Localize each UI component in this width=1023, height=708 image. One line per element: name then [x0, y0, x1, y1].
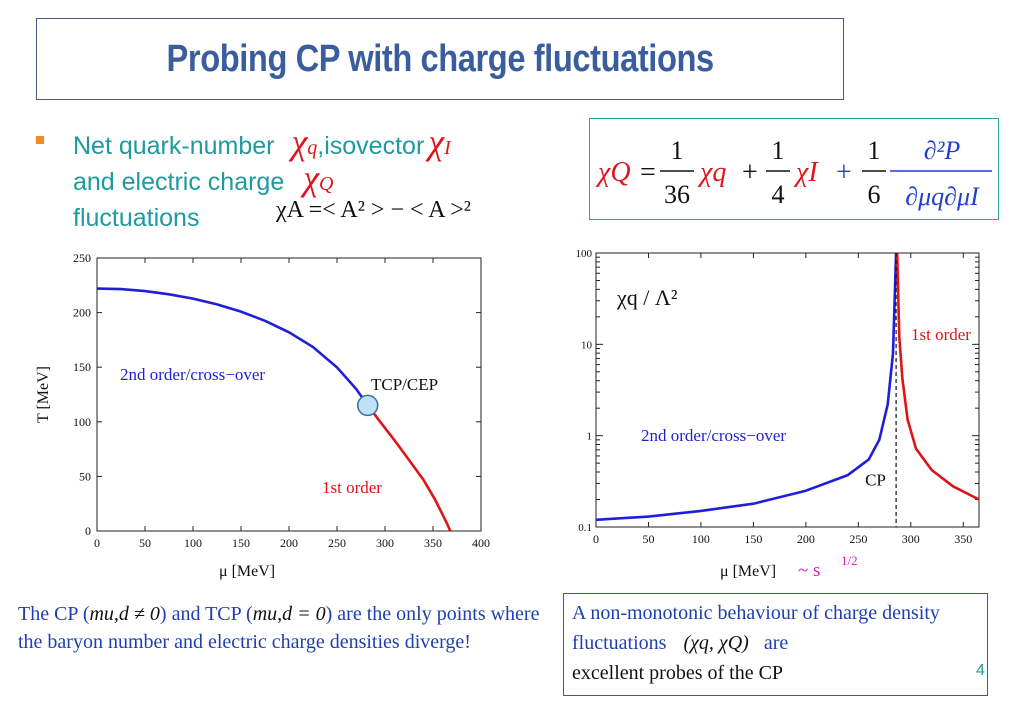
frac4-num: ∂²P — [924, 136, 961, 165]
caption-left: The CP (mu,d ≠ 0) and TCP (mu,d = 0) are… — [18, 600, 550, 656]
y-tick-label: 100 — [576, 248, 593, 260]
x-axis-suffix-exponent: 1/2 — [841, 553, 858, 568]
series-line-first-order — [895, 252, 980, 501]
series-label-first-order: 1st order — [322, 478, 382, 497]
series-line-first-order — [366, 404, 452, 532]
subscript-q: q — [307, 137, 318, 159]
chi-symbol: χ — [291, 122, 308, 162]
formula-lhs: χQ — [595, 157, 631, 188]
formula-term2: χI — [793, 157, 819, 188]
x-tick-label: 50 — [139, 536, 151, 550]
x-tick-label: 100 — [184, 536, 202, 550]
frac4-den: ∂μq∂μI — [905, 182, 980, 211]
y-tick-label: 50 — [79, 469, 91, 483]
y-tick-label: 0.1 — [578, 522, 592, 534]
x-tick-label: 300 — [376, 536, 394, 550]
frac3-den: 6 — [868, 180, 881, 209]
frac1-num: 1 — [671, 136, 684, 165]
y-tick-label: 200 — [73, 306, 91, 320]
tcp-label: TCP/CEP — [371, 375, 438, 394]
x-tick-label: 200 — [280, 536, 298, 550]
y-tick-label: 250 — [73, 251, 91, 265]
y-tick-label: 1 — [587, 431, 593, 443]
caption-right-b: are — [763, 632, 789, 654]
series-line-crossover — [595, 252, 898, 522]
x-tick-label: 150 — [744, 532, 762, 546]
definition-formula: χA =< A² > − < A >² — [276, 197, 471, 223]
x-axis-label: μ [MeV] — [219, 563, 275, 580]
formula-equals: = — [640, 157, 656, 188]
formula-plus1: + — [742, 157, 758, 188]
x-tick-label: 0 — [593, 532, 599, 546]
x-tick-label: 250 — [328, 536, 346, 550]
caption-right-c: excellent probes of the CP — [572, 662, 784, 684]
y-tick-label: 100 — [73, 415, 91, 429]
formula-box: χQ = 1 36 χq + 1 4 χI + 1 6 ∂²P ∂μq∂μI — [589, 118, 999, 220]
series-label-crossover: 2nd order/cross−over — [120, 365, 265, 384]
frac2-den: 4 — [772, 180, 785, 209]
caption-right-a: A non-monotonic behaviour of charge dens… — [572, 602, 940, 654]
chi-symbol: χ — [428, 122, 445, 162]
caption-left-cond2: mu,d = 0 — [252, 603, 326, 625]
caption-right: A non-monotonic behaviour of charge dens… — [563, 593, 988, 696]
bullet-line-1-text: Net quark-number — [73, 132, 275, 160]
caption-left-b: ) and TCP ( — [159, 603, 253, 625]
susceptibility-chart: 0 50 100 150 200 250 300 350 0.1 1 10 100 CP 2nd orde… — [576, 248, 980, 581]
x-tick-label: 50 — [642, 532, 654, 546]
y-tick-label: 0 — [85, 524, 91, 538]
x-tick-label: 350 — [954, 532, 972, 546]
title-box: Probing CP with charge fluctuations — [36, 18, 844, 100]
plot-frame — [96, 257, 482, 532]
series-label-first-order: 1st order — [911, 325, 971, 344]
frac3-num: 1 — [868, 136, 881, 165]
series-line-crossover — [96, 287, 369, 407]
caption-left-c: ) are the only points where the baryon n… — [18, 603, 540, 653]
bullet-marker — [36, 136, 44, 144]
x-tick-label: 400 — [472, 536, 490, 550]
y-axis-label: T [MeV] — [35, 366, 52, 423]
bullet-line-3: fluctuations — [73, 196, 199, 241]
x-tick-label: 150 — [232, 536, 250, 550]
bullet-area: Net quark-number χq,isovector χI and elec… — [36, 120, 566, 250]
formula-term1: χq — [697, 157, 726, 188]
page-number: 4 — [976, 662, 985, 679]
formula-svg: χQ = 1 36 χq + 1 4 χI + 1 6 ∂²P ∂μq∂μI — [595, 136, 992, 211]
chi-symbol: χ — [303, 158, 320, 198]
plot-frame — [595, 252, 980, 528]
x-tick-label: 0 — [94, 536, 100, 550]
x-tick-label: 350 — [424, 536, 442, 550]
tcp-marker — [356, 394, 379, 417]
chart-title: χq / Λ² — [616, 285, 678, 310]
x-tick-label: 100 — [692, 532, 710, 546]
caption-left-a: The CP ( — [18, 603, 90, 625]
bullet-line-2: and electric charge χQ — [73, 156, 333, 207]
x-tick-label: 200 — [797, 532, 815, 546]
caption-left-cond1: mu,d ≠ 0 — [89, 603, 160, 625]
y-tick-label: 10 — [581, 339, 593, 351]
subscript-Q: Q — [319, 173, 334, 195]
subscript-I: I — [444, 137, 451, 159]
slide-title: Probing CP with charge fluctuations — [166, 37, 714, 80]
formula-plus2: + — [836, 157, 852, 188]
y-tick-label: 150 — [73, 360, 91, 374]
frac1-den: 36 — [664, 180, 690, 209]
series-label-crossover: 2nd order/cross−over — [641, 426, 786, 445]
cp-label: CP — [865, 470, 886, 489]
bullet-line-3-text: fluctuations — [73, 204, 200, 232]
bullet-line-1-mid: ,isovector — [317, 132, 425, 160]
phase-diagram-chart: 0 50 100 150 200 250 300 350 400 0 50 100 150 200 250 2… — [35, 251, 490, 580]
bullet-line-2-text: and electric charge — [73, 168, 285, 196]
bullet-line-1: Net quark-number χq,isovector χI — [73, 120, 451, 171]
x-tick-label: 300 — [902, 532, 920, 546]
x-tick-label: 250 — [849, 532, 867, 546]
frac2-num: 1 — [772, 136, 785, 165]
caption-right-pair: (χq, χQ) — [683, 632, 749, 654]
x-axis-suffix: ~ s — [798, 560, 820, 581]
x-axis-label: μ [MeV] — [720, 563, 776, 580]
